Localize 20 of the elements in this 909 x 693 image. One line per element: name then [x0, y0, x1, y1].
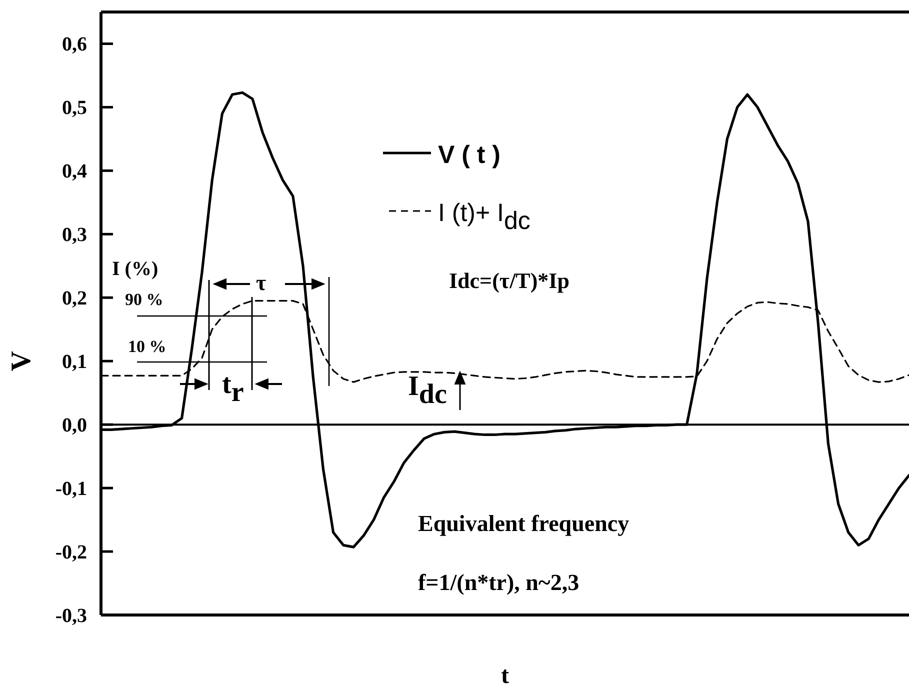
y-tick-label: 0,6 — [62, 34, 87, 56]
y-tick-label: 0,5 — [62, 97, 87, 120]
annotation: I (%) — [112, 258, 158, 280]
y-tick-label: -0,1 — [55, 478, 87, 500]
y-tick-label: 0,1 — [62, 351, 87, 374]
legend-label: V ( t ) — [438, 141, 500, 169]
y-tick-label: 0,2 — [62, 288, 87, 310]
y-tick-label: -0,2 — [55, 542, 87, 564]
y-tick-label: -0,3 — [55, 605, 87, 627]
annotation: Equivalent frequency — [418, 511, 630, 536]
y-tick-label: 0,4 — [62, 160, 87, 183]
y-axis-title: V — [6, 350, 37, 372]
y-tick-label: 0,0 — [62, 414, 87, 437]
y-tick-label: 0,3 — [62, 224, 87, 246]
annotation: f=1/(n*tr), n~2,3 — [418, 570, 580, 595]
annotation: τ — [256, 270, 266, 295]
annotation: 90 % — [125, 290, 164, 309]
x-axis-title: t — [501, 663, 509, 689]
annotation: Idc=(τ/T)*Ip — [449, 268, 570, 293]
annotation: 10 % — [128, 337, 166, 356]
